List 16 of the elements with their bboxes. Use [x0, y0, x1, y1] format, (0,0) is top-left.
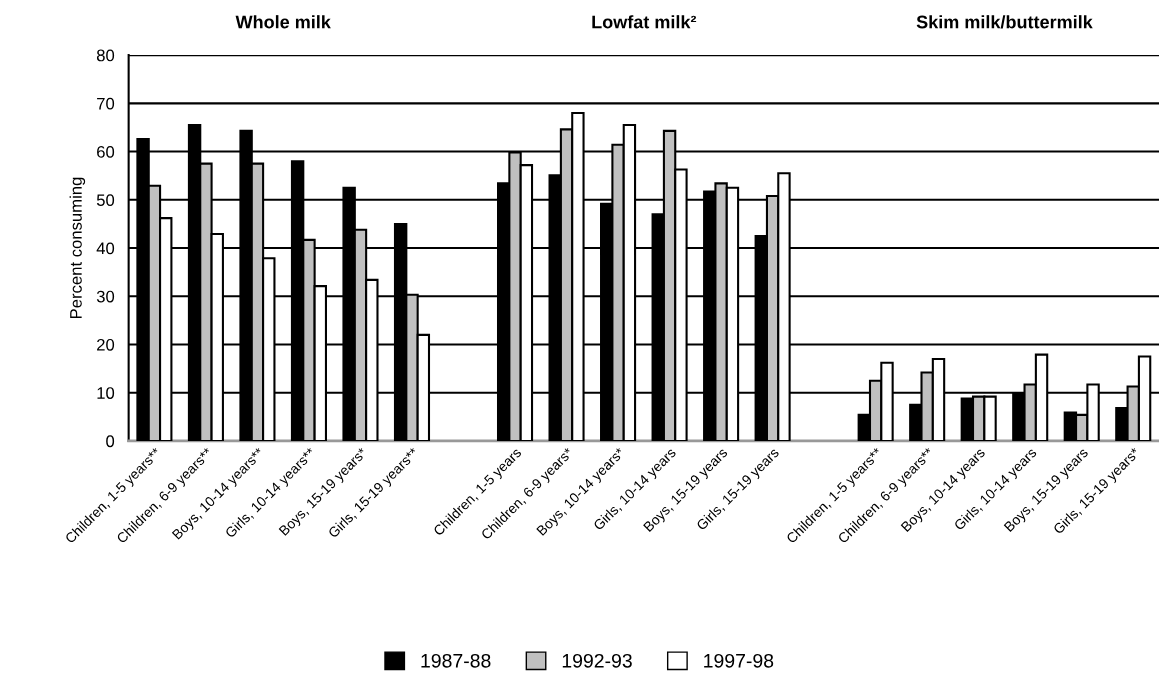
- legend-label: 1987-88: [421, 653, 491, 668]
- y-tick-label: 20: [97, 338, 115, 351]
- y-tick-label: 70: [97, 97, 115, 110]
- y-tick-label: 40: [96, 242, 115, 255]
- y-tick-label: 60: [97, 145, 115, 158]
- y-tick-label: 80: [96, 49, 115, 62]
- y-axis-title: Percent consuming: [69, 177, 86, 318]
- text: Skim milk/buttermilk: [916, 15, 1093, 29]
- text: Lowfat milk²: [592, 15, 697, 29]
- y-tick-label: 50: [96, 194, 115, 207]
- y-tick-label: 10: [97, 387, 115, 399]
- legend-label: 1997-98: [704, 653, 774, 668]
- y-tick-label: 0: [106, 435, 115, 448]
- y-tick-label: 30: [96, 290, 115, 303]
- legend-label: 1992-93: [562, 653, 632, 668]
- text: Whole milk: [235, 15, 331, 29]
